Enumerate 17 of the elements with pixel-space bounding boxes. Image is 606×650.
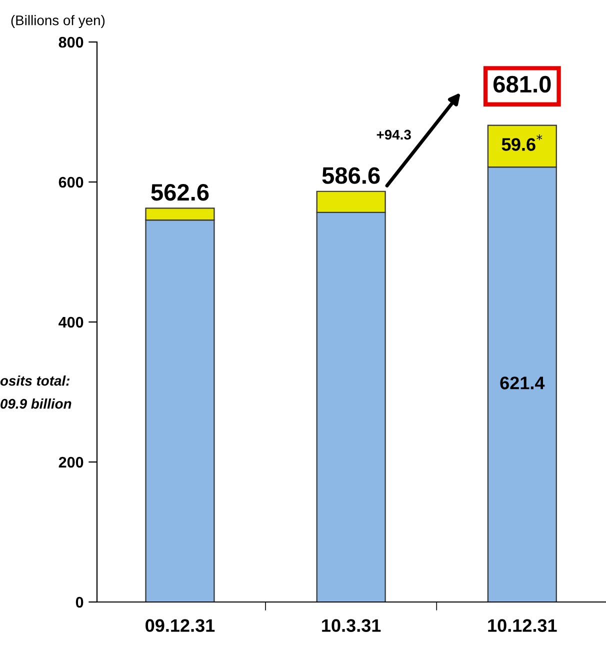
total-label: 681.0 xyxy=(493,76,551,93)
text: osits total: xyxy=(0,376,70,386)
y-tick-label: 400 xyxy=(58,316,84,328)
y-axis-title: (Billions of yen) xyxy=(11,15,105,28)
y-tick-label: 600 xyxy=(58,176,84,188)
total-label: 586.6 xyxy=(322,167,380,184)
x-tick-label: 09.12.31 xyxy=(146,619,215,632)
data-label: 621.4 xyxy=(500,376,545,390)
x-tick-label: 10.12.31 xyxy=(488,619,557,632)
total-label: 562.6 xyxy=(151,184,209,201)
data-label: 59.6$^{*}$ xyxy=(502,134,542,151)
annotation: +94.3 xyxy=(376,130,411,140)
y-tick-label: 0 xyxy=(76,596,84,608)
x-tick-label: 10.3.31 xyxy=(322,619,381,632)
y-tick-label: 200 xyxy=(58,456,84,468)
y-tick-label: 800 xyxy=(58,36,84,48)
text: 09.9 billion xyxy=(0,398,72,409)
